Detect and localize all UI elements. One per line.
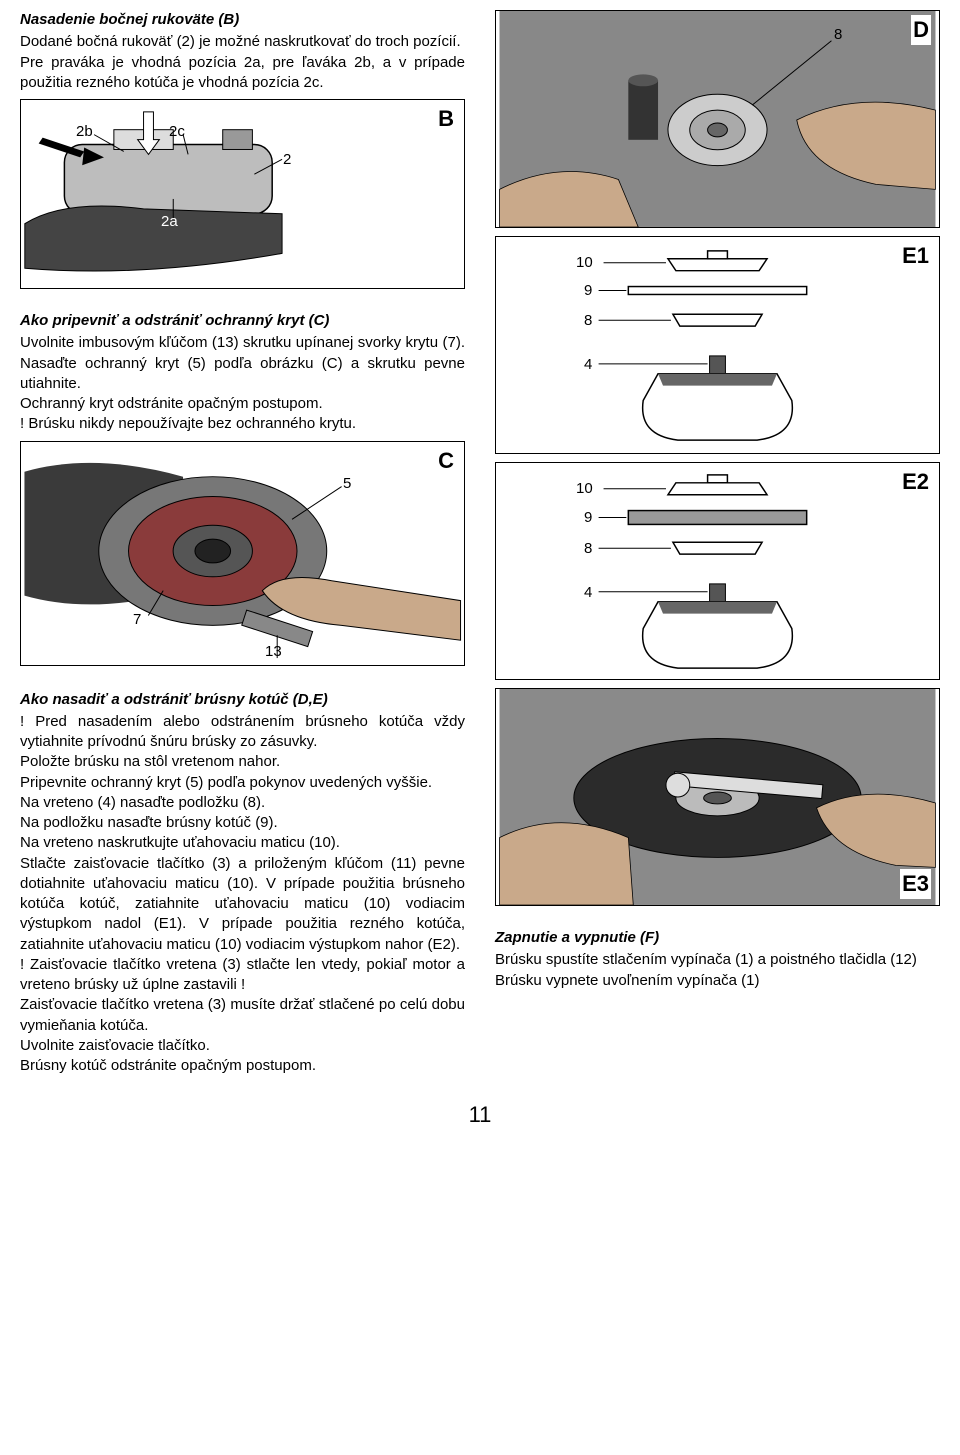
figure-c-illustration: [21, 442, 464, 665]
figure-e3: E3: [495, 688, 940, 906]
section-c: Ako pripevniť a odstrániť ochranný kryt …: [20, 311, 465, 435]
section-c-title: Ako pripevniť a odstrániť ochranný kryt …: [20, 311, 465, 331]
figure-e2-illustration: [496, 463, 939, 679]
section-c-body: Uvolnite imbusovým kľúčom (13) skrutku u…: [20, 333, 465, 434]
para: Na vreteno (4) nasaďte podložku (8).: [20, 793, 465, 813]
figure-c-label: C: [436, 446, 456, 476]
para: ! Brúsku nikdy nepoužívajte bez ochranné…: [20, 414, 465, 434]
callout-e2-8: 8: [584, 539, 592, 559]
figure-b-label: B: [436, 104, 456, 134]
section-b-body: Dodané bočná rukoväť (2) je možné naskru…: [20, 32, 465, 93]
para: Stlačte zaisťovacie tlačítko (3) a prilo…: [20, 854, 465, 955]
callout-5: 5: [343, 474, 351, 494]
para: Na vreteno naskrutkujte uťahovaciu matic…: [20, 833, 465, 853]
figure-d-label: D: [911, 15, 931, 45]
section-f: Zapnutie a vypnutie (F) Brúsku spustíte …: [495, 928, 940, 991]
callout-e1-4: 4: [584, 355, 592, 375]
figure-e1-illustration: [496, 237, 939, 453]
page-number: 11: [20, 1100, 940, 1130]
callout-2a: 2a: [161, 212, 178, 232]
callout-7: 7: [133, 610, 141, 630]
callout-e1-9: 9: [584, 281, 592, 301]
figure-c: C 5 7 13: [20, 441, 465, 666]
para: Ochranný kryt odstránite opačným postupo…: [20, 394, 465, 414]
section-b-title: Nasadenie bočnej rukoväte (B): [20, 10, 465, 30]
figure-e1-label: E1: [900, 241, 931, 271]
callout-e1-10: 10: [576, 253, 593, 273]
para: Uvolnite imbusovým kľúčom (13) skrutku u…: [20, 333, 465, 394]
figure-b: B 2b 2c 2 2: [20, 99, 465, 289]
para: ! Pred nasadením alebo odstránením brúsn…: [20, 712, 465, 753]
section-f-body: Brúsku spustíte stlačením vypínača (1) a…: [495, 950, 940, 991]
para: Brúsny kotúč odstránite opačným postupom…: [20, 1056, 465, 1076]
figure-d-illustration: [496, 11, 939, 227]
para: Pre praváka je vhodná pozícia 2a, pre ľa…: [20, 53, 465, 94]
callout-2c: 2c: [169, 122, 185, 142]
figure-d: D 8: [495, 10, 940, 228]
section-f-title: Zapnutie a vypnutie (F): [495, 928, 940, 948]
para: Položte brúsku na stôl vretenom nahor.: [20, 752, 465, 772]
section-b: Nasadenie bočnej rukoväte (B) Dodané boč…: [20, 10, 465, 93]
callout-e1-8: 8: [584, 311, 592, 331]
section-de-body: ! Pred nasadením alebo odstránením brúsn…: [20, 712, 465, 1077]
para: Zaisťovacie tlačítko vretena (3) musíte …: [20, 995, 465, 1036]
para: Brúsku vypnete uvoľnením vypínača (1): [495, 971, 940, 991]
figure-e3-illustration: [496, 689, 939, 905]
figure-e2-label: E2: [900, 467, 931, 497]
callout-2b: 2b: [76, 122, 93, 142]
para: Brúsku spustíte stlačením vypínača (1) a…: [495, 950, 940, 970]
callout-13: 13: [265, 642, 282, 662]
para: Na podložku nasaďte brúsny kotúč (9).: [20, 813, 465, 833]
para: ! Zaisťovacie tlačítko vretena (3) stlač…: [20, 955, 465, 996]
callout-2: 2: [283, 150, 291, 170]
callout-d-8: 8: [834, 25, 842, 45]
section-de-title: Ako nasadiť a odstrániť brúsny kotúč (D,…: [20, 690, 465, 710]
figure-e1: E1 10 9 8: [495, 236, 940, 454]
para: Dodané bočná rukoväť (2) je možné naskru…: [20, 32, 465, 52]
callout-e2-10: 10: [576, 479, 593, 499]
callout-e2-4: 4: [584, 583, 592, 603]
figure-e2: E2 10 9 8 4: [495, 462, 940, 680]
section-de: Ako nasadiť a odstrániť brúsny kotúč (D,…: [20, 690, 465, 1077]
figure-e3-label: E3: [900, 869, 931, 899]
para: Uvolnite zaisťovacie tlačítko.: [20, 1036, 465, 1056]
callout-e2-9: 9: [584, 508, 592, 528]
para: Pripevnite ochranný kryt (5) podľa pokyn…: [20, 773, 465, 793]
